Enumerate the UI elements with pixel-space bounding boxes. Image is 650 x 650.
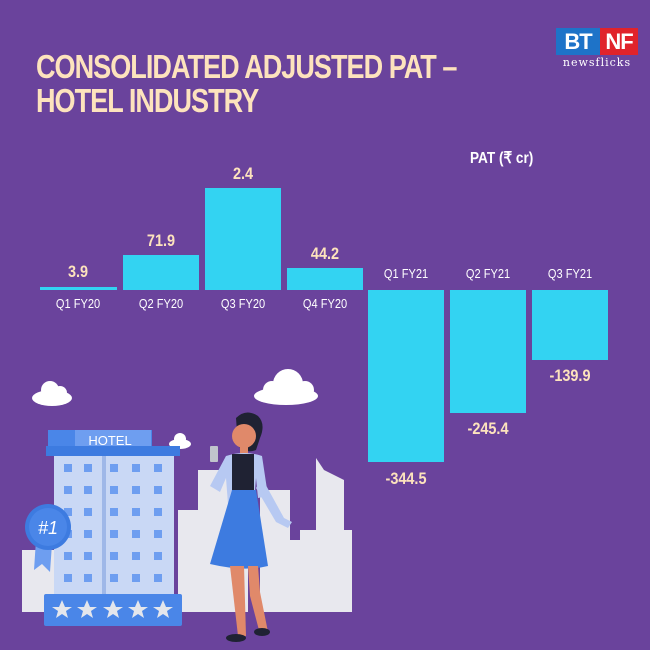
- woman-figure: [210, 412, 292, 642]
- category-label: Q2 FY20: [138, 296, 184, 311]
- page-title: CONSOLIDATED ADJUSTED PAT – HOTEL INDUST…: [36, 50, 561, 118]
- bar-q1-fy21: [368, 290, 444, 462]
- category-label: Q4 FY20: [302, 296, 348, 311]
- logo-bt: BT: [556, 28, 600, 55]
- bar-q3-fy20: [205, 188, 281, 290]
- value-label: 44.2: [310, 244, 340, 263]
- value-label: 3.9: [67, 262, 89, 281]
- value-label: -139.9: [549, 366, 591, 385]
- hotel-sign: HOTEL: [88, 433, 131, 448]
- bar-q2-fy21: [450, 290, 526, 413]
- bar-q3-fy21: [532, 290, 608, 360]
- bt-newsflicks-logo: BT NF newsflicks: [556, 28, 638, 69]
- category-label: Q2 FY21: [465, 266, 511, 281]
- category-label: Q1 FY20: [55, 296, 101, 311]
- bar-q4-fy20: [287, 268, 363, 290]
- bar-q2-fy20: [123, 255, 199, 290]
- svg-text:#1: #1: [38, 518, 58, 538]
- category-label: Q3 FY21: [547, 266, 593, 281]
- bar-q1-fy20: [40, 287, 117, 290]
- value-label: 71.9: [146, 231, 176, 250]
- title-line-1: CONSOLIDATED ADJUSTED PAT –: [36, 48, 457, 85]
- hotel-building: HOTEL: [46, 430, 180, 596]
- unit-label: PAT (₹ cr): [470, 150, 534, 167]
- hotel-windows: [64, 464, 162, 582]
- star-icon: [52, 600, 173, 618]
- cloud-icon: [32, 381, 72, 406]
- category-label: Q3 FY20: [220, 296, 266, 311]
- logo-nf: NF: [600, 28, 638, 55]
- title-line-2: HOTEL INDUSTRY: [36, 82, 259, 119]
- logo-subtitle: newsflicks: [562, 56, 632, 69]
- value-label: -245.4: [467, 419, 509, 438]
- hotel-illustration: HOTEL #1: [22, 369, 352, 642]
- value-label: 2.4: [232, 164, 254, 183]
- cloud-icon: [254, 369, 318, 405]
- star-rating: [44, 594, 182, 626]
- value-label: -344.5: [385, 469, 427, 488]
- category-label: Q1 FY21: [383, 266, 429, 281]
- rank-badge-icon: #1: [25, 504, 71, 572]
